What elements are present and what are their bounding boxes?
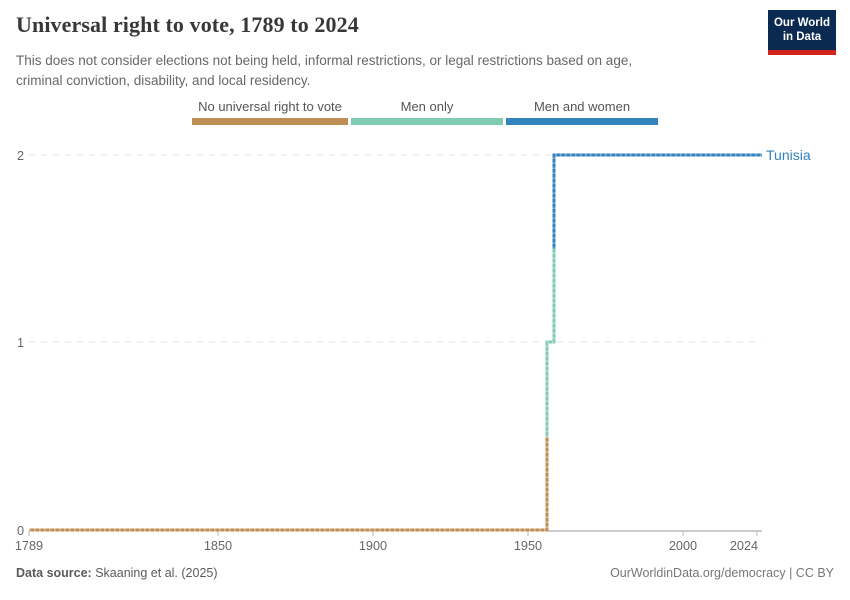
- legend-label: Men only: [400, 99, 454, 114]
- legend-color-bar: [506, 118, 658, 125]
- tunisia-line-yearmarks-men-and-women: [552, 153, 762, 249]
- legend-item-no-universal-right[interactable]: No universal right to vote: [192, 99, 348, 125]
- tunisia-line-segment-no-universal: [29, 436, 549, 532]
- footer-license-link[interactable]: OurWorldinData.org/democracy | CC BY: [610, 566, 834, 580]
- data-source-value: Skaaning et al. (2025): [91, 566, 218, 580]
- x-tick-2024: 2024: [730, 539, 758, 553]
- tunisia-line-segment-men-only: [545, 248, 556, 437]
- chart-title: Universal right to vote, 1789 to 2024: [16, 12, 359, 37]
- data-source-label: Data source:: [16, 566, 92, 580]
- x-axis-ticks: [28, 531, 758, 536]
- x-tick-1900: 1900: [359, 539, 387, 553]
- owid-logo-red-strip: [768, 50, 836, 55]
- legend-color-bar: [192, 118, 348, 125]
- owid-logo-line2: in Data: [782, 30, 822, 43]
- owid-logo-line1: Our World: [773, 17, 830, 29]
- y-tick-2: 2: [17, 149, 24, 163]
- x-tick-1789: 1789: [15, 539, 43, 553]
- x-tick-1850: 1850: [204, 539, 232, 553]
- legend: No universal right to vote Men only Men …: [192, 99, 658, 125]
- chart-subtitle-line1: This does not consider elections not bei…: [16, 53, 633, 68]
- footer: Data source: Skaaning et al. (2025) OurW…: [16, 566, 834, 580]
- legend-label: Men and women: [533, 99, 631, 114]
- legend-item-men-and-women[interactable]: Men and women: [506, 99, 658, 125]
- tunisia-line-segment-men-and-women: [552, 153, 762, 249]
- y-tick-0: 0: [17, 524, 24, 538]
- tunisia-line-yearmarks-no-universal: [29, 436, 549, 532]
- data-source: Data source: Skaaning et al. (2025): [16, 566, 218, 580]
- legend-color-bar: [351, 118, 503, 125]
- x-tick-1950: 1950: [514, 539, 542, 553]
- y-tick-1: 1: [17, 336, 24, 350]
- chart-subtitle: This does not consider elections not bei…: [16, 51, 632, 90]
- owid-logo: Our World in Data: [768, 10, 836, 55]
- legend-label: No universal right to vote: [198, 99, 342, 114]
- legend-item-men-only[interactable]: Men only: [351, 99, 503, 125]
- x-tick-2000: 2000: [669, 539, 697, 553]
- y-axis-labels: 0 1 2: [17, 149, 24, 538]
- chart-subtitle-line2: criminal conviction, disability, and loc…: [16, 72, 311, 88]
- entity-label-tunisia: Tunisia: [766, 147, 811, 163]
- x-axis-labels: 1789 1850 1900 1950 2000 2024: [15, 539, 758, 553]
